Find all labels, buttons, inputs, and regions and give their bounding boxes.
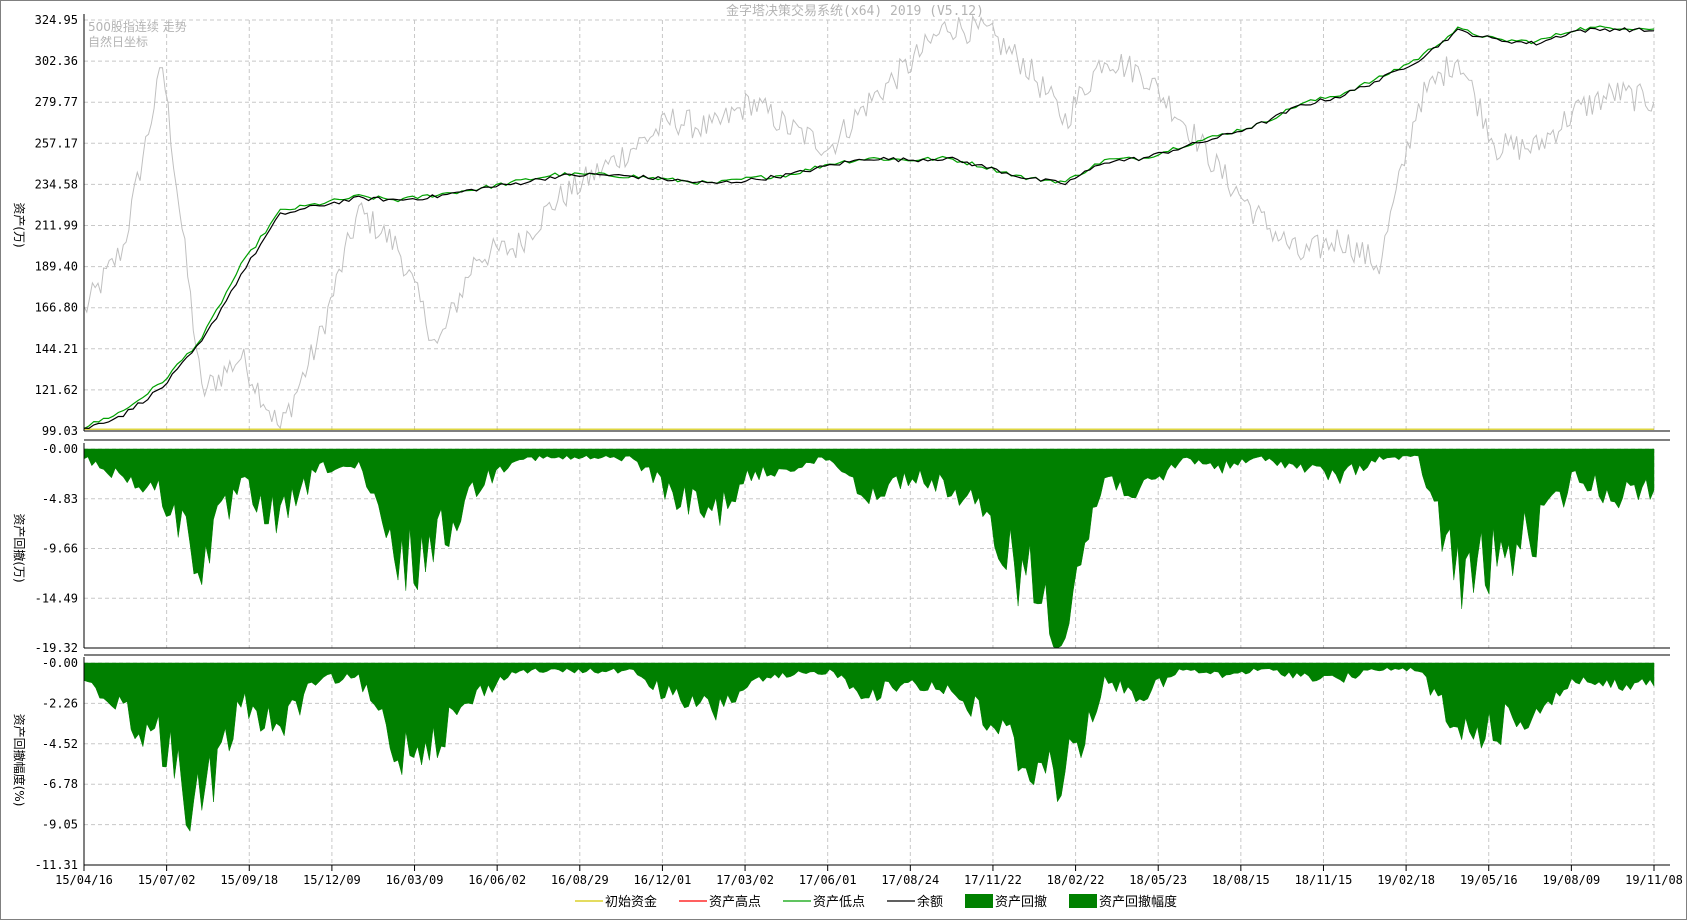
y-tick-label: 234.58 [35, 177, 78, 191]
legend-swatch [965, 894, 993, 908]
y-tick-label: -0.00 [42, 656, 78, 670]
x-tick-label: 19/02/18 [1377, 873, 1435, 887]
x-tick-label: 15/12/09 [303, 873, 361, 887]
x-tick-label: 16/12/01 [634, 873, 692, 887]
asset-low-line [83, 25, 1655, 430]
index-series-line [83, 14, 1655, 430]
grid [83, 19, 1655, 866]
legend-swatch [1069, 894, 1097, 908]
y-tick-label: -19.32 [35, 641, 78, 655]
drawdown-area [83, 448, 1655, 649]
x-tick-label: 19/11/08 [1625, 873, 1683, 887]
y-tick-label: -6.78 [42, 777, 78, 791]
drawdown-pct-axis-label: 资产回撤幅度(%) [12, 714, 27, 807]
x-tick-label: 15/09/18 [220, 873, 278, 887]
legend-label: 资产低点 [813, 895, 865, 910]
x-tick-label: 17/06/01 [799, 873, 857, 887]
x-tick-label: 17/11/22 [964, 873, 1022, 887]
legend-label: 资产回撤幅度 [1099, 894, 1177, 910]
x-tick-label: 16/06/02 [468, 873, 526, 887]
legend-label: 资产高点 [709, 894, 761, 910]
y-tick-label: 302.36 [35, 54, 78, 68]
y-tick-label: -9.66 [42, 542, 78, 556]
y-tick-label: -2.26 [42, 696, 78, 710]
x-tick-label: 19/05/16 [1460, 873, 1518, 887]
y-tick-label: 166.80 [35, 301, 78, 315]
y-tick-label: 99.03 [42, 424, 78, 438]
x-tick-label: 15/04/16 [55, 873, 113, 887]
x-tick-label: 17/03/02 [716, 873, 774, 887]
y-tick-label: -4.83 [42, 492, 78, 506]
x-tick-label: 19/08/09 [1542, 873, 1600, 887]
y-tick-label: 324.95 [35, 13, 78, 27]
asset-axis-label: 资产(万) [12, 202, 26, 247]
x-tick-label: 16/08/29 [551, 873, 609, 887]
y-tick-label: 257.17 [35, 136, 78, 150]
balance-line [83, 27, 1655, 430]
y-tick-label: 189.40 [35, 260, 78, 274]
legend-label: 余额 [917, 894, 943, 910]
x-tick-label: 15/07/02 [138, 873, 196, 887]
axes: 324.95 302.36 279.77 257.17 234.58 211.99 189.… [35, 13, 1683, 887]
y-tick-label: -14.49 [35, 591, 78, 605]
x-tick-label: 16/03/09 [386, 873, 444, 887]
legend: 初始资金 资产高点 资产低点 余额 资产回撤 资产回撤幅度 [575, 894, 1177, 910]
drawdown-axis-label: 资产回撤(万) [12, 513, 27, 582]
legend-label: 初始资金 [605, 894, 657, 910]
plot-area [83, 14, 1655, 832]
y-tick-label: -9.05 [42, 818, 78, 832]
x-tick-label: 18/08/15 [1212, 873, 1270, 887]
y-tick-label: -0.00 [42, 442, 78, 456]
y-tick-label: 144.21 [35, 342, 78, 356]
y-tick-label: -11.31 [35, 858, 78, 872]
y-tick-label: 121.62 [35, 383, 78, 397]
y-tick-label: 211.99 [35, 219, 78, 233]
y-tick-label: -4.52 [42, 737, 78, 751]
x-tick-label: 18/11/15 [1295, 873, 1353, 887]
y-tick-label: 279.77 [35, 95, 78, 109]
x-tick-label: 18/05/23 [1129, 873, 1187, 887]
drawdown-pct-area [83, 662, 1655, 832]
x-tick-label: 18/02/22 [1047, 873, 1105, 887]
axis-note: 自然日坐标 [88, 34, 148, 49]
legend-label: 资产回撤 [995, 894, 1047, 910]
window-title: 金字塔决策交易系统(x64) 2019 (V5.12) [726, 3, 984, 19]
x-tick-label: 17/08/24 [881, 873, 939, 887]
index-note: 500股指连续 走势 [88, 19, 187, 34]
